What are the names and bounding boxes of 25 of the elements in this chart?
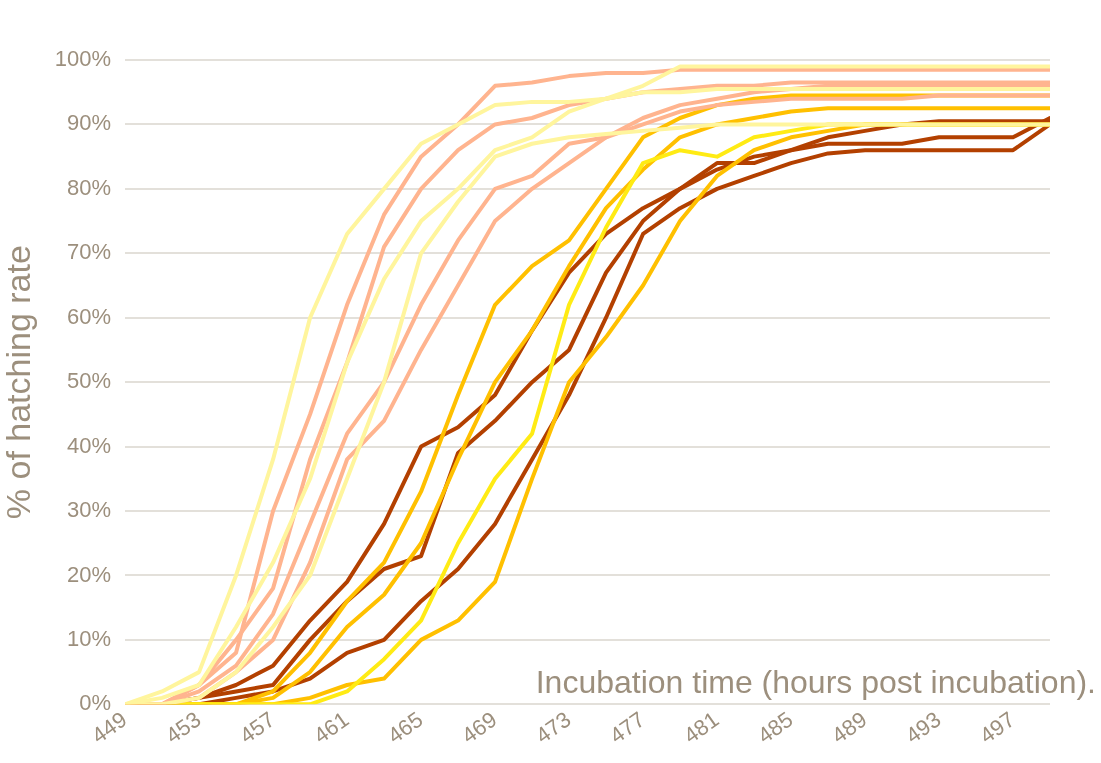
x-tick-label: 465 [383, 706, 428, 749]
x-tick-label: 481 [678, 706, 724, 749]
x-tick-label: 457 [235, 706, 280, 749]
x-tick-label: 461 [309, 706, 354, 749]
y-axis-title: % of hatching rate [0, 245, 37, 520]
y-tick-label: 10% [67, 625, 112, 651]
x-tick-label: 453 [161, 706, 206, 749]
y-tick-label: 50% [67, 368, 112, 394]
y-tick-label: 40% [67, 432, 112, 458]
y-tick-label: 60% [67, 303, 112, 329]
y-tick-label: 90% [67, 110, 112, 136]
x-tick-label: 477 [604, 706, 650, 749]
x-tick-label: 473 [530, 706, 576, 749]
y-tick-label: 0% [79, 690, 112, 716]
y-tick-label: 80% [67, 174, 112, 200]
x-tick-label: 485 [752, 706, 798, 749]
x-axis-title: Incubation time (hours post incubation). [535, 664, 1096, 701]
y-tick-label: 20% [67, 561, 112, 587]
y-tick-label: 70% [67, 239, 112, 265]
x-tick-label: 497 [974, 706, 1020, 749]
x-tick-label: 493 [900, 706, 946, 749]
x-tick-label: 489 [826, 706, 872, 749]
y-tick-label: 100% [54, 46, 112, 72]
x-tick-label: 469 [456, 706, 502, 749]
y-tick-label: 30% [67, 497, 112, 523]
